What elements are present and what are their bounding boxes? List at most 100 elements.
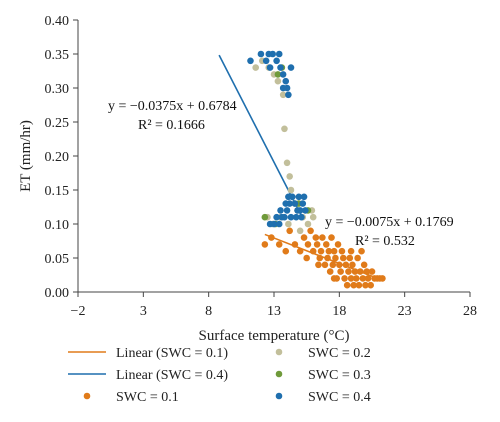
data-point bbox=[346, 254, 354, 262]
data-point bbox=[277, 64, 284, 71]
data-point bbox=[257, 50, 265, 58]
data-point bbox=[341, 275, 348, 282]
data-point bbox=[309, 247, 317, 255]
data-point bbox=[345, 268, 352, 275]
data-point bbox=[270, 220, 278, 228]
data-point bbox=[279, 91, 287, 99]
data-point bbox=[336, 261, 343, 269]
data-point bbox=[279, 84, 287, 92]
data-point bbox=[298, 213, 305, 221]
data-point bbox=[316, 254, 324, 262]
data-point bbox=[379, 275, 386, 282]
data-point bbox=[353, 275, 360, 282]
x-axis-title: Surface temperature (°C) bbox=[199, 328, 350, 344]
y-tick-label: 0.05 bbox=[45, 252, 70, 267]
labels: y = −0.0075x + 0.1769 R² = 0.532 y = −0.03… bbox=[108, 99, 454, 249]
data-point bbox=[274, 77, 282, 85]
data-point bbox=[347, 247, 355, 255]
legend-label: Linear (SWC = 0.4) bbox=[116, 368, 228, 383]
data-point bbox=[261, 213, 269, 221]
data-point bbox=[325, 247, 333, 255]
data-point bbox=[307, 227, 314, 235]
data-point bbox=[283, 207, 291, 214]
data-point bbox=[277, 207, 284, 214]
data-point bbox=[275, 220, 283, 228]
y-tick-label: 0.00 bbox=[45, 286, 70, 301]
y-tick-label: 0.35 bbox=[45, 48, 70, 63]
x-tick-label: −2 bbox=[71, 304, 86, 319]
data-point bbox=[282, 77, 290, 85]
y-tick-label: 0.30 bbox=[45, 82, 70, 97]
legend-label: SWC = 0.1 bbox=[116, 390, 179, 405]
data-point bbox=[363, 268, 371, 275]
data-point bbox=[330, 247, 338, 255]
x-tick-label: 28 bbox=[463, 304, 477, 319]
data-point bbox=[287, 64, 295, 71]
data-point bbox=[338, 247, 346, 255]
axes: 0.00 0.05 0.10 0.15 0.20 0.25 0.30 0.35 0.40 −2 3 8… bbox=[18, 14, 477, 344]
x-tick-label: 8 bbox=[205, 304, 212, 319]
data-point bbox=[326, 268, 334, 275]
data-point bbox=[342, 261, 350, 269]
data-point bbox=[295, 193, 303, 201]
y-axis-title: ET (mm/hr) bbox=[18, 120, 34, 192]
legend-label: SWC = 0.2 bbox=[308, 346, 371, 361]
legend-swatch-marker bbox=[275, 392, 283, 400]
data-point bbox=[358, 247, 365, 255]
data-point bbox=[360, 261, 368, 269]
x-tick-label: 23 bbox=[398, 304, 412, 319]
data-point bbox=[330, 275, 338, 282]
data-point bbox=[312, 234, 320, 241]
equation-line: y = −0.0075x + 0.1769 bbox=[325, 215, 454, 230]
data-point bbox=[275, 241, 283, 248]
data-point bbox=[349, 261, 356, 269]
data-point bbox=[351, 268, 359, 275]
x-tick-label: 18 bbox=[332, 304, 346, 319]
data-point bbox=[268, 234, 275, 241]
data-point bbox=[300, 193, 308, 201]
data-point bbox=[266, 64, 274, 71]
data-point bbox=[328, 234, 335, 241]
data-point bbox=[279, 71, 287, 78]
y-tick-label: 0.40 bbox=[45, 14, 70, 29]
legend-label: SWC = 0.3 bbox=[308, 368, 371, 383]
data-point bbox=[322, 241, 330, 248]
data-point bbox=[321, 261, 329, 269]
data-point bbox=[350, 281, 358, 289]
data-point bbox=[359, 275, 367, 282]
r-squared-line: R² = 0.1666 bbox=[138, 118, 205, 133]
y-tick-label: 0.25 bbox=[45, 116, 70, 131]
r-squared-line: R² = 0.532 bbox=[355, 234, 415, 249]
data-point bbox=[296, 247, 304, 255]
data-point bbox=[285, 220, 292, 228]
data-point bbox=[287, 213, 295, 221]
data-point bbox=[309, 213, 317, 221]
data-point bbox=[273, 57, 280, 65]
data-point bbox=[292, 213, 300, 221]
data-point bbox=[252, 64, 260, 71]
data-point bbox=[317, 247, 325, 255]
data-point bbox=[291, 241, 299, 248]
legend-label: SWC = 0.4 bbox=[308, 390, 371, 405]
data-point bbox=[355, 281, 363, 289]
legend-swatch-marker bbox=[83, 392, 91, 400]
data-point bbox=[274, 71, 282, 78]
data-point bbox=[356, 268, 364, 275]
data-point bbox=[275, 50, 283, 58]
data-point bbox=[334, 241, 342, 248]
equation-line: y = −0.0375x + 0.6784 bbox=[108, 99, 237, 114]
data-point bbox=[339, 254, 347, 262]
legend-swatch-marker bbox=[275, 348, 283, 356]
data-point bbox=[368, 268, 376, 275]
y-tick-label: 0.10 bbox=[45, 218, 70, 233]
data-point bbox=[296, 207, 304, 214]
data-point bbox=[319, 234, 326, 241]
data-point bbox=[303, 254, 310, 262]
legend-label: Linear (SWC = 0.1) bbox=[116, 346, 228, 361]
data-point bbox=[286, 173, 293, 180]
data-point bbox=[315, 261, 322, 269]
legend: Linear (SWC = 0.1) SWC = 0.2 Linear (SWC =… bbox=[68, 346, 371, 405]
data-point bbox=[299, 200, 307, 207]
data-point bbox=[282, 247, 290, 255]
